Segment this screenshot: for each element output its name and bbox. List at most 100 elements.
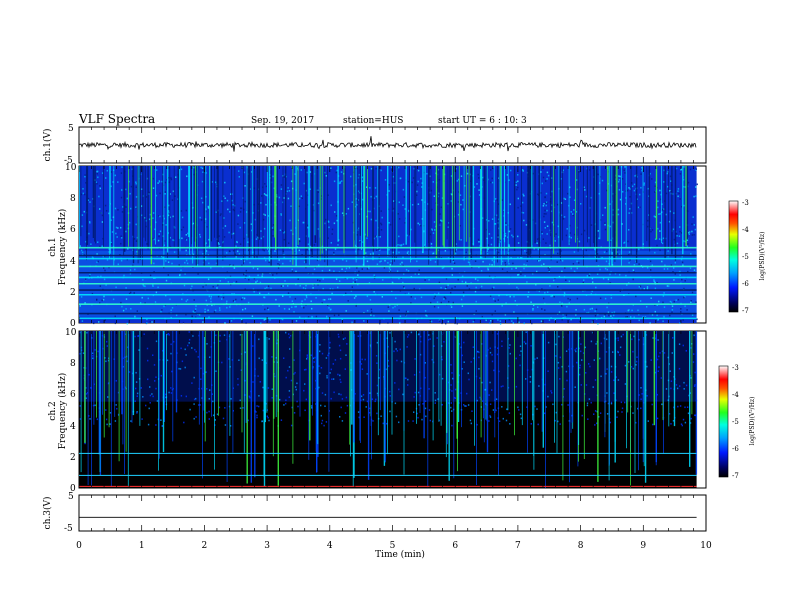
spectrogram-noise [395,256,397,259]
spectrogram-noise [120,235,122,238]
spectrogram-noise [389,268,392,271]
spectrogram-noise [642,316,644,318]
spectrogram-noise [287,285,289,287]
spectrogram-noise [235,298,237,301]
spectrogram-noise [654,310,656,313]
spectrogram-noise [656,417,659,420]
spectrogram-noise [223,236,226,238]
spectrogram-noise [561,305,563,307]
spectrogram-noise [187,232,189,235]
spectrogram-noise [639,285,642,288]
spectrogram-noise [366,237,368,239]
spectrogram-noise [144,302,146,304]
spectrogram-noise [520,350,522,352]
spectrogram-noise [155,291,158,294]
spectrogram-noise [432,181,434,183]
spectrogram-noise [337,244,339,246]
spectrogram-noise [313,244,316,246]
spectrogram-noise [575,347,578,350]
spectrogram-noise [295,305,297,308]
spectrogram-noise [202,286,204,288]
spectrogram-noise [102,298,105,301]
spectrogram-noise [262,235,265,238]
spectrogram-noise [566,228,568,230]
spectrogram-noise [375,249,378,251]
spectrogram-noise [291,300,294,302]
spectrogram-noise [422,403,424,405]
spectrogram-noise [695,169,697,171]
spectrogram-noise [337,373,339,376]
spectrogram-noise [606,338,608,341]
spectrogram-noise [491,259,493,262]
ch2-spectrogram-ylabel: ch.2 [48,401,58,420]
spectrogram-noise [240,318,243,321]
spectrogram-noise [545,213,547,215]
spectrogram-noise [452,189,454,192]
spectrogram-noise [319,280,321,282]
spectrogram-noise [351,321,353,324]
spectrogram-noise [185,313,187,316]
spectrogram-noise [224,197,226,199]
spectrogram-noise [208,398,210,400]
spectrogram-noise [306,356,308,358]
spectrogram-noise [487,268,489,271]
ch1-spec-ytick-2: 2 [70,288,76,298]
spectrogram-noise [529,381,532,383]
spectrogram-noise [546,171,549,174]
spectrogram-noise [388,310,390,312]
spectrogram-noise [358,416,360,419]
spectrogram-noise [278,196,281,199]
spectrogram-noise [555,355,557,357]
spectrogram-noise [478,351,480,354]
spectrogram-noise [635,360,638,363]
spectrogram-noise [79,352,81,355]
spectrogram-noise [140,387,142,389]
spectrogram-noise [156,169,158,171]
spectrogram-noise [590,401,592,404]
spectrogram-noise [677,188,680,190]
spectrogram-noise [112,216,115,218]
spectrogram-noise [166,333,168,336]
spectrogram-noise [481,285,483,288]
spectrogram-noise [306,171,308,174]
spectrogram-noise [133,292,135,294]
spectrogram-noise [227,208,229,211]
spectrogram-noise [239,243,242,245]
spectrogram-noise [442,318,445,320]
spectrogram-noise [244,272,246,275]
spectrogram-noise [384,179,387,181]
spectrogram-noise [230,193,232,195]
spectrogram-noise [626,316,629,318]
spectrogram-noise [538,290,540,293]
spectrogram-noise [555,233,557,235]
spectrogram-noise [345,396,348,399]
spectrogram-noise [424,407,427,410]
spectrogram-noise [439,221,441,223]
spectrogram-noise [465,281,467,284]
spectrogram-noise [387,306,389,308]
spectrogram-noise [184,348,186,351]
spectrogram-noise [679,322,681,324]
spectrogram-noise [116,236,118,238]
spectrogram-noise [271,356,273,358]
spectrogram-noise [380,260,382,262]
spectrogram-noise [265,362,267,364]
spectrogram-noise [416,190,418,193]
spectrogram-noise [322,287,324,290]
spectrogram-noise [106,345,108,347]
spectrogram-noise [168,334,170,336]
spectrogram-noise [486,253,489,255]
spectrogram-noise [153,262,155,265]
spectrogram-noise [659,189,661,192]
spectrogram-noise [508,230,511,233]
spectrogram-noise [579,320,581,323]
spectrogram-noise [213,311,216,313]
spectrogram-noise [366,268,369,270]
spectrogram-noise [475,286,477,289]
spectrogram-noise [624,166,626,168]
spectrogram-noise [379,368,381,371]
spectrogram-noise [204,311,206,313]
spectrogram-noise [452,261,454,263]
spectrogram-noise [511,320,513,322]
spectrogram-noise [330,308,332,311]
